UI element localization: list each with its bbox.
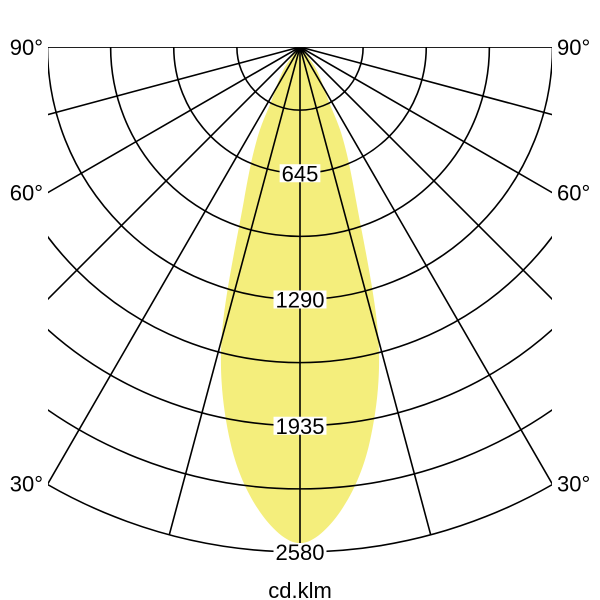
grid-spoke <box>48 47 301 194</box>
tick-label-bg <box>279 164 321 183</box>
angle-label-left: 60° <box>10 180 43 205</box>
tick-label-bg <box>273 290 327 309</box>
radial-tick-label: 1935 <box>276 414 325 439</box>
grid-spoke <box>168 47 301 535</box>
grid-spoke <box>48 47 301 116</box>
grid-spoke <box>299 47 552 485</box>
angle-label-right: 90° <box>557 35 590 60</box>
grid-spoke <box>48 47 301 301</box>
angle-label-right: 30° <box>557 471 590 496</box>
radial-tick-label: 1290 <box>276 288 325 313</box>
tick-label-bg <box>273 543 327 561</box>
angle-label-left: 90° <box>10 35 43 60</box>
grid-spoke <box>299 47 552 116</box>
grid-spoke <box>299 47 432 535</box>
unit-label: cd.klm <box>268 578 332 600</box>
grid-spoke <box>299 47 552 194</box>
radial-tick-label: 2580 <box>276 540 325 565</box>
radial-tick-label: 645 <box>282 161 319 186</box>
grid-spoke <box>48 47 301 485</box>
tick-label-bg <box>273 416 327 435</box>
angle-label-right: 60° <box>557 180 590 205</box>
angle-label-left: 30° <box>10 471 43 496</box>
grid-spoke <box>299 47 552 301</box>
